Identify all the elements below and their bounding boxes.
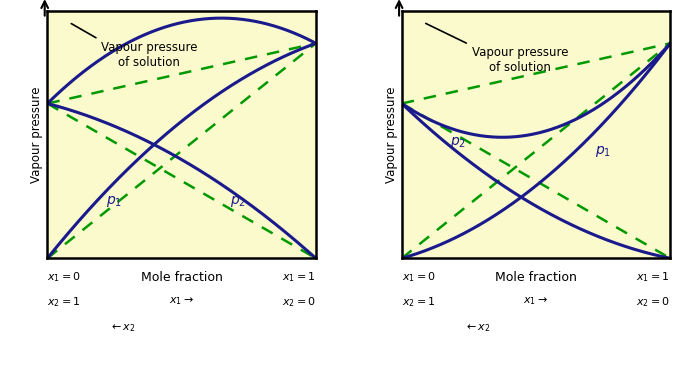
Text: $p_2$: $p_2$ — [450, 135, 466, 149]
Text: $x_2 =1$: $x_2 =1$ — [401, 295, 435, 309]
Text: $x_2 =0$: $x_2 =0$ — [636, 295, 670, 309]
Text: $x_1 =0$: $x_1 =0$ — [47, 271, 81, 284]
Text: $p_1$: $p_1$ — [595, 144, 611, 159]
Text: Vapour pressure
of solution: Vapour pressure of solution — [71, 24, 198, 69]
Text: $x_1 =1$: $x_1 =1$ — [282, 271, 316, 284]
Text: $x_2 =0$: $x_2 =0$ — [282, 295, 316, 309]
Text: $x_1 \rightarrow$: $x_1 \rightarrow$ — [523, 295, 548, 307]
Text: $p_2$: $p_2$ — [230, 194, 246, 209]
Text: $\leftarrow x_2$: $\leftarrow x_2$ — [110, 323, 136, 334]
Text: Vapour pressure
of solution: Vapour pressure of solution — [426, 23, 568, 74]
Y-axis label: Vapour pressure: Vapour pressure — [385, 86, 397, 183]
Text: Mole fraction: Mole fraction — [495, 271, 577, 284]
Text: $x_1 \rightarrow$: $x_1 \rightarrow$ — [169, 295, 194, 307]
Text: $x_1 =0$: $x_1 =0$ — [401, 271, 436, 284]
Text: $x_2 =1$: $x_2 =1$ — [47, 295, 81, 309]
Text: $\leftarrow x_2$: $\leftarrow x_2$ — [464, 323, 490, 334]
Text: $p_1$: $p_1$ — [106, 194, 123, 209]
Text: Mole fraction: Mole fraction — [141, 271, 223, 284]
Y-axis label: Vapour pressure: Vapour pressure — [30, 86, 43, 183]
Text: $x_1 =1$: $x_1 =1$ — [636, 271, 670, 284]
